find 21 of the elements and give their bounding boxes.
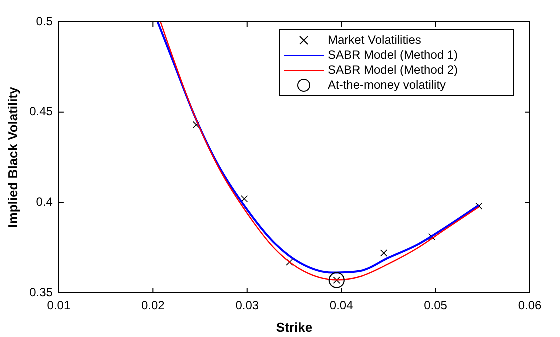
point (286, 258, 294, 266)
x-tick-label: 0.05 (424, 298, 448, 313)
x-tick-label: 0.04 (330, 298, 354, 313)
x-tick-label: 0.03 (236, 298, 260, 313)
point (240, 195, 248, 203)
x-axis-title: Strike (276, 320, 313, 335)
legend-label: SABR Model (Method 1) (328, 48, 458, 62)
y-tick-label: 0.5 (36, 14, 54, 28)
point (380, 250, 388, 257)
y-tick-label: 0.45 (30, 104, 54, 119)
point (328, 272, 345, 288)
y-axis-title: Implied Black Volatility (5, 86, 20, 228)
x-tick-label: 0.02 (141, 298, 166, 313)
x-tick-label: 0.01 (47, 298, 71, 313)
x-tick-label: 0.06 (518, 298, 542, 313)
legend-label: At-the-money volatility (328, 78, 446, 92)
legend-label: SABR Model (Method 2) (328, 62, 458, 77)
point (192, 121, 200, 129)
legend-label: Market Volatilities (328, 32, 422, 47)
y-tick-label: 0.35 (30, 285, 54, 300)
y-tick-label: 0.4 (36, 194, 54, 209)
